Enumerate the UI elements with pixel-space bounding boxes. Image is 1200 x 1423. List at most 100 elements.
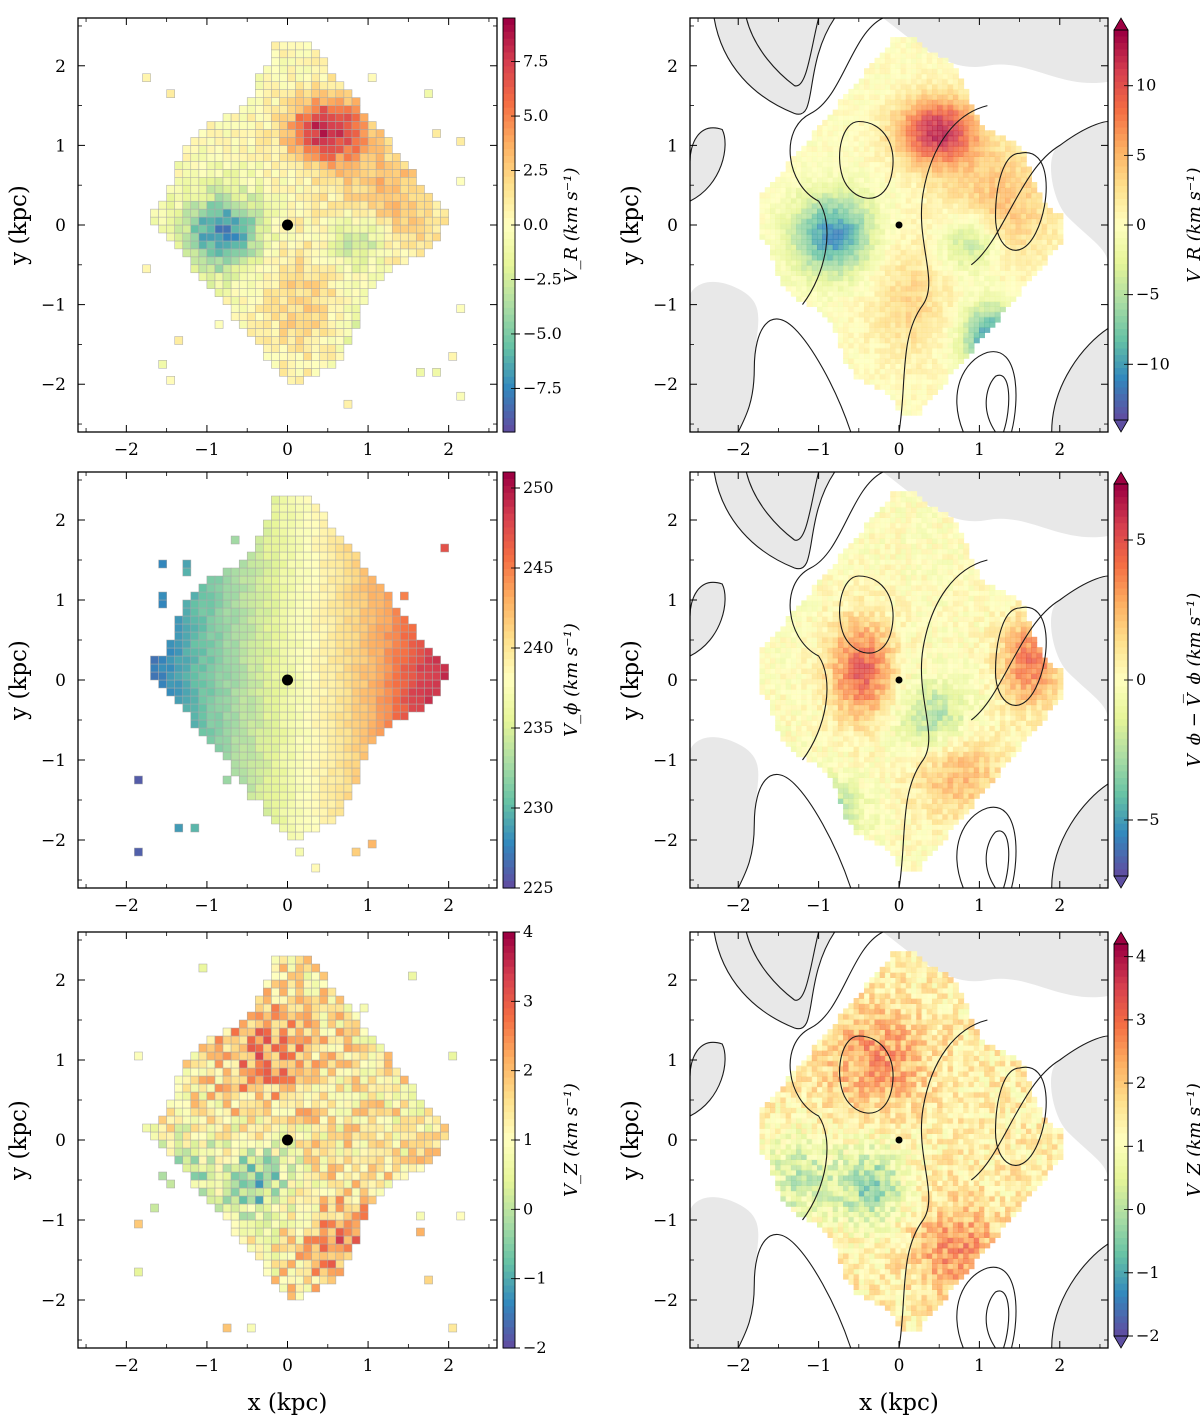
smoothed-cell (848, 275, 855, 282)
smoothed-cell (848, 218, 855, 225)
smoothed-cell (937, 187, 944, 194)
smoothed-cell (1020, 156, 1027, 163)
smoothed-cell (932, 130, 938, 137)
smoothed-cell (937, 326, 944, 333)
bin-cell (230, 137, 240, 146)
bin-cell (343, 711, 353, 721)
smoothed-cell (968, 301, 975, 307)
smoothed-cell (801, 720, 808, 726)
colorbar-band (1114, 329, 1128, 337)
smoothed-cell (947, 244, 954, 251)
smoothed-cell (911, 114, 918, 121)
bin-cell (287, 65, 296, 75)
smoothed-cell (895, 332, 902, 339)
bin-cell (327, 711, 337, 721)
smoothed-cell (890, 207, 897, 214)
smoothed-cell (843, 254, 850, 261)
smoothed-cell (932, 337, 938, 344)
bin-cell (230, 599, 240, 609)
smoothed-cell (806, 156, 813, 163)
colorbar-band (1114, 69, 1128, 77)
smoothed-cell (963, 130, 970, 137)
bin-cell (255, 105, 264, 114)
smoothed-cell (932, 104, 938, 111)
smoothed-cell (999, 285, 1006, 292)
bin-cell (367, 839, 377, 849)
smoothed-cell (916, 383, 923, 390)
smoothed-cell (1015, 166, 1022, 173)
smoothed-cell (895, 99, 902, 106)
smoothed-cell (932, 88, 938, 95)
bin-cell (335, 751, 345, 761)
smoothed-cell (858, 88, 865, 95)
smoothed-cell (869, 99, 876, 106)
bin-cell (271, 551, 280, 561)
bin-cell (279, 336, 288, 345)
bin-cell (408, 169, 417, 178)
smoothed-cell (905, 321, 912, 328)
smoothed-cell (979, 202, 985, 209)
bin-cell (303, 296, 312, 305)
colorbar-label: V_R (km s⁻¹) (561, 168, 582, 283)
bin-cell (255, 607, 264, 617)
smoothed-cell (848, 94, 855, 100)
smoothed-cell (811, 244, 818, 251)
bin-cell (230, 583, 240, 593)
smoothed-cell (864, 368, 870, 375)
bin-cell (230, 304, 240, 313)
smoothed-cell (1057, 218, 1064, 225)
smoothed-cell (843, 321, 850, 328)
smoothed-cell (770, 709, 776, 716)
bin-cell (238, 304, 248, 313)
bin-cell (255, 312, 264, 321)
smoothed-cell (837, 694, 844, 700)
bin-cell (279, 495, 288, 505)
smoothed-cell (926, 187, 933, 194)
smoothed-cell (947, 78, 954, 85)
bin-cell (246, 129, 256, 138)
bin-cell (190, 264, 200, 274)
smoothed-cell (837, 342, 844, 349)
bin-cell (271, 89, 280, 98)
bin-cell (271, 65, 280, 75)
smoothed-cell (994, 192, 1001, 199)
smoothed-cell (811, 636, 818, 643)
bin-cell (271, 615, 280, 625)
smoothed-cell (817, 238, 823, 245)
smoothed-cell (911, 166, 918, 173)
bin-cell (263, 81, 272, 90)
bin-cell (198, 663, 208, 673)
smoothed-cell (858, 244, 865, 251)
bin-cell (343, 703, 353, 713)
bin-cell (246, 647, 256, 657)
smoothed-cell (942, 156, 949, 163)
smoothed-cell (853, 311, 860, 318)
bin-cell (311, 89, 321, 98)
smoothed-cell (958, 78, 965, 85)
smoothed-cell (796, 652, 803, 659)
smoothed-cell (958, 295, 965, 302)
bin-cell (432, 663, 441, 673)
bin-cell (335, 735, 345, 745)
bin-cell (319, 623, 329, 633)
smoothed-cell (848, 352, 855, 359)
bin-cell (271, 176, 280, 186)
smoothed-cell (822, 610, 829, 617)
colorbar-band (1114, 212, 1128, 220)
smoothed-cell (999, 238, 1006, 245)
bin-cell (303, 727, 312, 737)
bin-cell (271, 687, 280, 697)
bin-cell (311, 184, 321, 194)
smoothed-cell (900, 259, 907, 266)
smoothed-cell (911, 337, 918, 344)
smoothed-cell (864, 244, 870, 251)
smoothed-cell (837, 610, 844, 617)
smoothed-cell (1057, 223, 1064, 230)
bin-cell (150, 671, 159, 681)
smoothed-cell (790, 156, 797, 163)
smoothed-cell (796, 720, 803, 726)
bin-cell (246, 695, 256, 705)
bin-cell (190, 631, 200, 641)
smoothed-cell (884, 254, 891, 261)
colorbar-band (1114, 147, 1128, 155)
